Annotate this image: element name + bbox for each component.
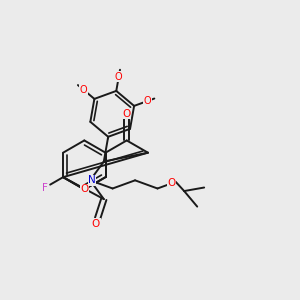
Text: O: O <box>92 219 100 229</box>
Text: O: O <box>80 85 87 95</box>
Text: O: O <box>115 72 123 82</box>
Text: O: O <box>144 96 152 106</box>
Text: O: O <box>168 178 176 188</box>
Text: O: O <box>80 184 88 194</box>
Text: O: O <box>123 109 131 118</box>
Text: F: F <box>41 183 47 193</box>
Text: N: N <box>88 175 96 185</box>
